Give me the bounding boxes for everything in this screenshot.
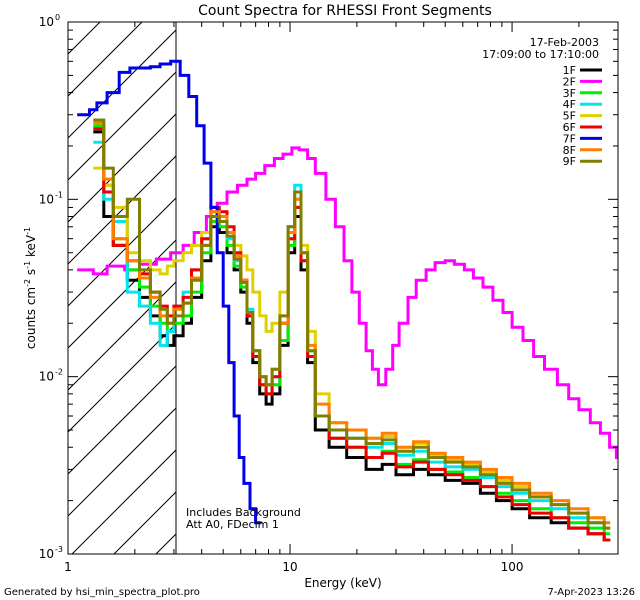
x-tick-label: 10 bbox=[282, 560, 297, 574]
y-label-part-2: s bbox=[24, 269, 38, 279]
series-group bbox=[77, 59, 618, 542]
legend: 17-Feb-2003 17:09:00 to 17:10:00 1F2F3F4… bbox=[482, 36, 602, 168]
y-tick-base: 10 bbox=[39, 192, 54, 206]
y-label-sup-2: -1 bbox=[23, 261, 32, 269]
y-tick-label: 10 bbox=[39, 370, 54, 384]
legend-label-6F: 6F bbox=[563, 121, 576, 134]
x-axis-label: Energy (keV) bbox=[304, 576, 381, 590]
legend-label-8F: 8F bbox=[563, 144, 576, 157]
legend-label-1F: 1F bbox=[563, 64, 576, 77]
x-tick-label: 100 bbox=[501, 560, 524, 574]
series-4F-line bbox=[93, 140, 611, 530]
legend-label-4F: 4F bbox=[563, 98, 576, 111]
y-tick-exponent: 0 bbox=[55, 13, 60, 22]
annotation-background: Includes Background bbox=[186, 506, 301, 519]
series-6F-line bbox=[93, 127, 611, 542]
y-tick-base: 10 bbox=[39, 15, 54, 29]
y-axis-label: counts cm-2 s-1 keV-1 bbox=[23, 227, 38, 349]
y-tick-label: 10 bbox=[39, 192, 54, 206]
plot-frame bbox=[67, 21, 619, 555]
legend-label-5F: 5F bbox=[563, 110, 576, 123]
chart-title: Count Spectra for RHESSI Front Segments bbox=[198, 3, 492, 19]
footer-timestamp: 7-Apr-2023 13:26 bbox=[548, 587, 635, 598]
hatched-low-energy-region bbox=[68, 0, 640, 554]
series-2F-line bbox=[77, 146, 618, 459]
legend-label-3F: 3F bbox=[563, 87, 576, 100]
y-tick-base: 10 bbox=[39, 547, 54, 561]
hatch-line bbox=[68, 365, 176, 475]
hatch-line bbox=[68, 22, 143, 97]
y-tick-label: 10 bbox=[39, 15, 54, 29]
footer-generated-by: Generated by hsi_min_spectra_plot.pro bbox=[4, 587, 200, 598]
legend-label-7F: 7F bbox=[563, 132, 576, 145]
legend-time-range: 17:09:00 to 17:10:00 bbox=[482, 48, 599, 61]
y-label-sup-3: -1 bbox=[23, 227, 32, 235]
series-9F-line bbox=[93, 118, 611, 530]
hatch-line bbox=[366, 0, 640, 554]
y-label-sup-1: -2 bbox=[23, 279, 32, 287]
legend-label-2F: 2F bbox=[563, 75, 576, 88]
legend-label-9F: 9F bbox=[563, 155, 576, 168]
series-5F-line bbox=[93, 166, 611, 525]
hatch-line bbox=[68, 239, 176, 349]
hatch-line bbox=[68, 407, 176, 517]
y-tick-exponent: -1 bbox=[55, 190, 63, 199]
hatch-line bbox=[68, 281, 176, 391]
hatch-line bbox=[71, 449, 176, 554]
y-label-part-1: counts cm bbox=[24, 287, 38, 349]
series-7F-line bbox=[77, 59, 262, 525]
y-tick-base: 10 bbox=[39, 370, 54, 384]
legend-date: 17-Feb-2003 bbox=[530, 36, 599, 49]
y-label-part-3: keV bbox=[24, 234, 38, 261]
y-tick-exponent: -3 bbox=[55, 545, 63, 554]
hatch-line bbox=[68, 71, 176, 181]
hatch-line bbox=[68, 22, 101, 55]
annotation-attenuator: Att A0, FDecim 1 bbox=[186, 518, 279, 531]
y-tick-label: 10 bbox=[39, 547, 54, 561]
series-1F-line bbox=[93, 130, 611, 542]
y-tick-exponent: -2 bbox=[55, 368, 63, 377]
x-tick-label: 1 bbox=[64, 560, 72, 574]
